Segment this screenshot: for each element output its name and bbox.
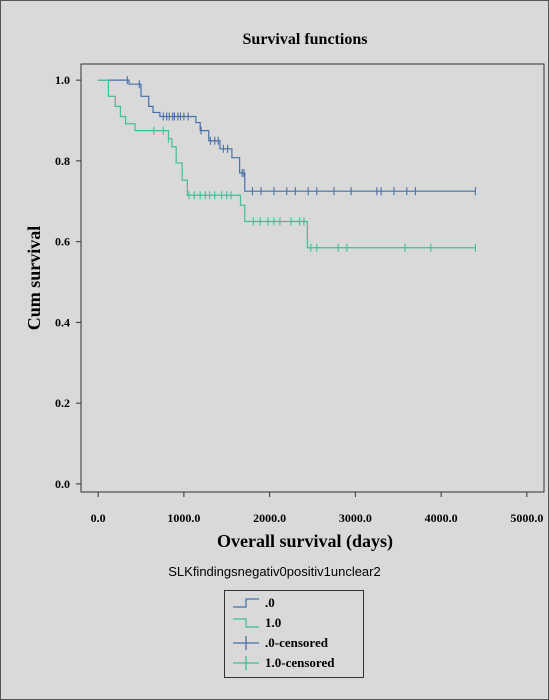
chart-title: Survival functions [243,31,368,48]
step-line-swatch-icon [233,598,259,608]
legend-label-censored-0: .0-censored [265,635,328,650]
legend-label-censored-1: 1.0-censored [265,655,335,670]
legend-item-series-1: 1.0 [231,613,361,633]
legend-item-series-0: .0 [231,593,361,613]
x-tick-label: 3000.0 [339,511,372,525]
censor-mark-swatch-icon [233,636,259,650]
legend-item-censored-0: .0-censored [231,633,361,653]
survival-curve-series-1 [98,79,476,249]
y-tick-label: 0.0 [55,477,70,491]
x-tick-label: 0.0 [91,511,106,525]
y-tick-label: 0.4 [55,315,70,329]
legend-label-series-0: .0 [265,595,275,610]
step-line-swatch-icon [233,618,259,628]
x-tick-label: 2000.0 [253,511,286,525]
legend-item-censored-1: 1.0-censored [231,653,361,673]
survival-curve-series-0 [98,79,476,192]
x-axis-label: Overall survival (days) [217,531,393,552]
x-tick-label: 1000.0 [167,511,200,525]
legend-title: SLKfindingsnegativ0positiv1unclear2 [168,564,381,579]
y-tick-label: 1.0 [55,73,70,87]
y-axis-label: Cum survival [24,226,44,331]
y-tick-label: 0.2 [55,396,70,410]
legend: .0 1.0 .0-censored 1.0-censored [224,590,364,678]
x-tick-label: 5000.0 [510,511,543,525]
x-tick-label: 4000.0 [425,511,458,525]
plot-area [80,63,545,493]
y-tick-label: 0.8 [55,154,70,168]
y-tick-label: 0.6 [55,235,70,249]
legend-label-series-1: 1.0 [265,615,282,630]
censor-mark-swatch-icon [233,656,259,670]
